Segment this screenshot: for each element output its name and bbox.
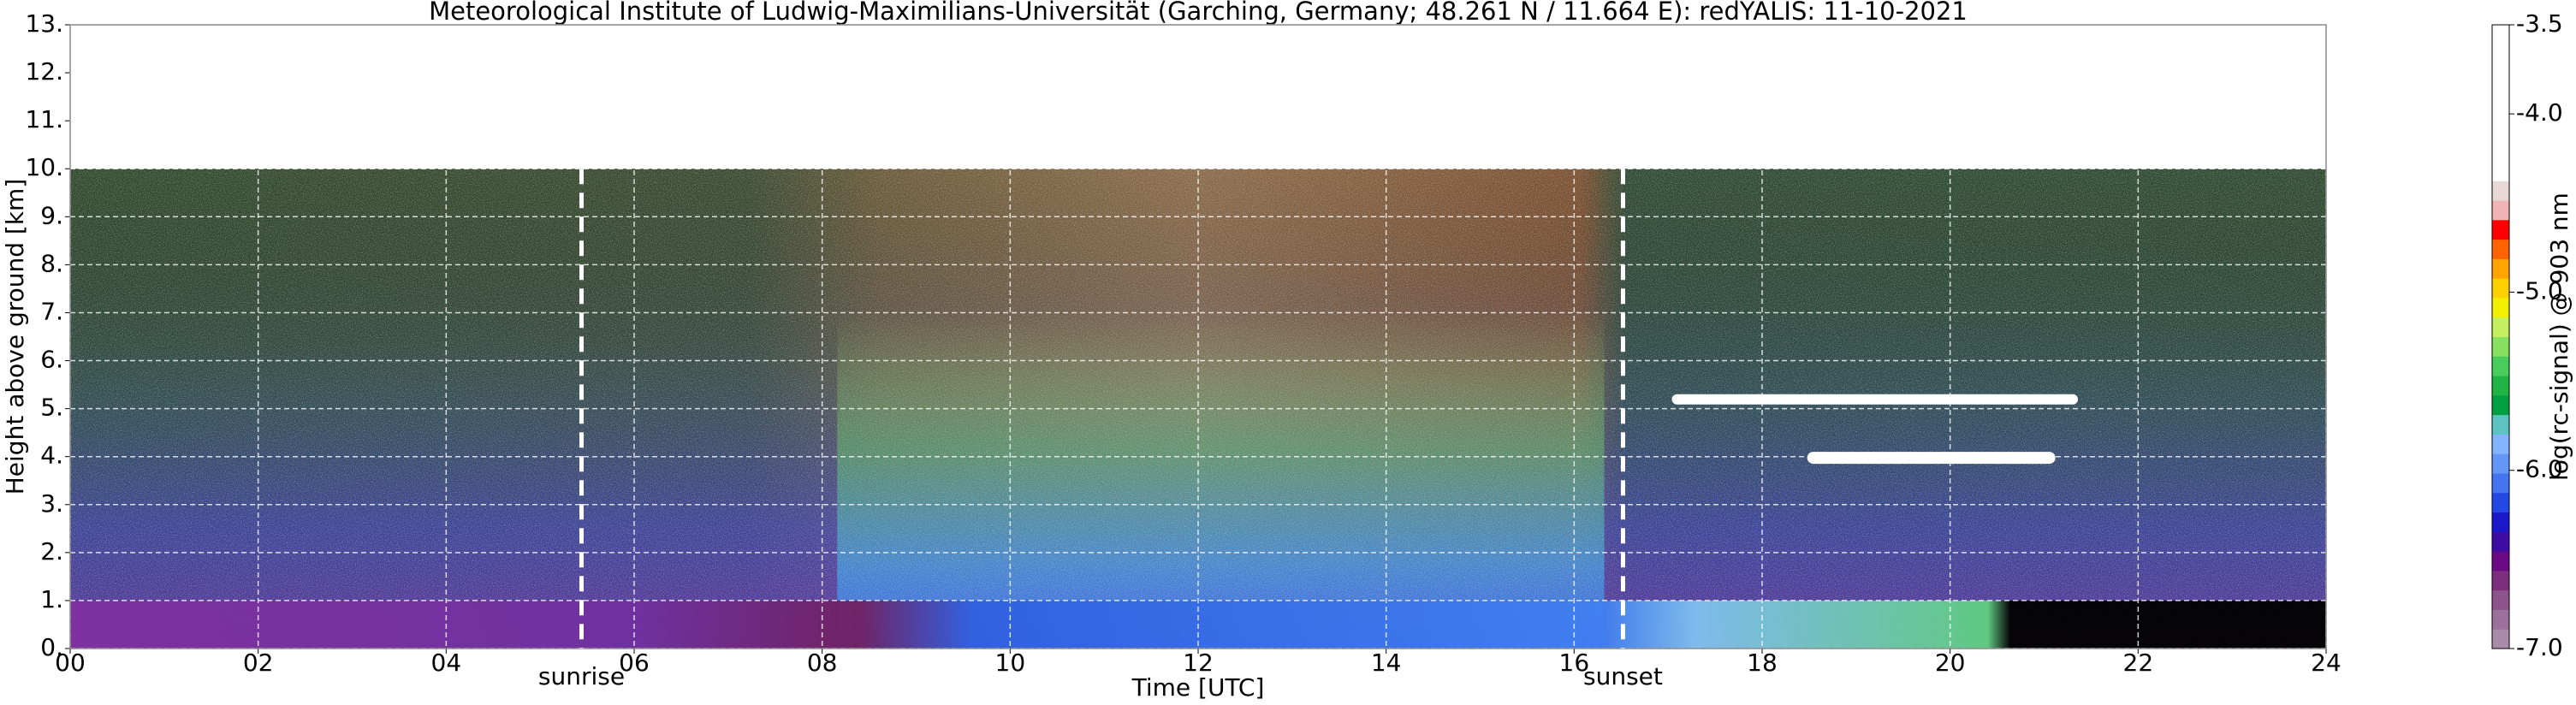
x-tick-label: 08: [807, 649, 838, 677]
colorbar-segment: [2492, 161, 2509, 181]
y-tick-label: 13.: [25, 9, 63, 38]
y-axis-label: Height above ground [km]: [1, 179, 29, 495]
x-tick-label: 02: [243, 649, 274, 677]
colorbar-segment: [2492, 609, 2509, 630]
colorbar-segment: [2492, 83, 2509, 104]
y-tick-label: 8.: [40, 249, 63, 277]
colorbar-segment: [2492, 376, 2509, 396]
colorbar-segment: [2492, 297, 2509, 318]
colorbar-segment: [2492, 239, 2509, 259]
x-tick-label: 16: [1559, 649, 1590, 677]
y-tick-label: 3.: [40, 489, 63, 518]
colorbar-segment: [2492, 453, 2509, 474]
y-tick-label: 9.: [40, 201, 63, 229]
y-tick-label: 10.: [25, 153, 63, 181]
colorbar-segment: [2492, 336, 2509, 357]
colorbar-segment: [2492, 200, 2509, 221]
colorbar-segment: [2492, 356, 2509, 376]
colorbar-segment: [2492, 570, 2509, 591]
colorbar-segment: [2492, 258, 2509, 279]
colorbar-segment: [2492, 121, 2509, 143]
colorbar-segment: [2492, 44, 2509, 65]
colorbar-segment: [2492, 512, 2509, 532]
colorbar-segment: [2492, 103, 2509, 123]
colorbar-tick-label: -6.0: [2516, 455, 2563, 483]
y-tick-label: 5.: [40, 394, 63, 422]
colorbar-frame: [2491, 24, 2510, 649]
y-tick-label: 6.: [40, 346, 63, 374]
x-tick-label: 12: [1183, 649, 1214, 677]
colorbar-segment: [2492, 278, 2509, 299]
y-tick-label: 0.: [40, 633, 63, 661]
y-tick-label: 1.: [40, 585, 63, 613]
colorbar-segment: [2492, 25, 2509, 45]
colorbar-segment: [2492, 434, 2509, 454]
y-tick-label: 2.: [40, 537, 63, 566]
x-tick-label: 06: [619, 649, 650, 677]
colorbar-segment: [2492, 219, 2509, 240]
colorbar-tick-label: -4.0: [2516, 98, 2563, 127]
colorbar-tick-label: -3.5: [2516, 9, 2563, 38]
colorbar-segment: [2492, 141, 2509, 162]
colorbar-segment: [2492, 414, 2509, 435]
colorbar-label: log(rc-signal) @ 903 nm: [2545, 193, 2573, 481]
x-tick-label: 24: [2311, 649, 2342, 677]
colorbar-segment: [2492, 63, 2509, 84]
cloud-layer: [1807, 452, 2056, 465]
x-tick-label: 00: [55, 649, 86, 677]
colorbar-segment: [2492, 181, 2509, 201]
chart-title: Meteorological Institute of Ludwig-Maxim…: [429, 0, 1968, 26]
colorbar-segment: [2492, 531, 2509, 552]
annotation-label: sunrise: [538, 662, 625, 690]
annotation-label: sunset: [1583, 662, 1663, 690]
y-tick-label: 7.: [40, 297, 63, 325]
x-axis-label: Time [UTC]: [1131, 673, 1265, 702]
x-tick-label: 20: [1935, 649, 1966, 677]
colorbar-segment: [2492, 551, 2509, 572]
x-tick-label: 04: [431, 649, 462, 677]
colorbar-segment: [2492, 472, 2509, 494]
cloud-layer: [1671, 394, 2079, 405]
x-tick-label: 14: [1371, 649, 1402, 677]
plot-frame: [69, 24, 2327, 649]
colorbar-tick-label: -5.0: [2516, 276, 2563, 305]
y-tick-label: 12.: [25, 57, 63, 86]
x-tick-label: 18: [1747, 649, 1778, 677]
colorbar-tick-label: -7.0: [2516, 633, 2563, 661]
colorbar-segment: [2492, 629, 2509, 649]
colorbar-segment: [2492, 317, 2509, 337]
y-tick-label: 4.: [40, 441, 63, 470]
colorbar-segment: [2492, 492, 2509, 513]
x-tick-label: 10: [995, 649, 1026, 677]
colorbar-segment: [2492, 394, 2509, 416]
colorbar-segment: [2492, 589, 2509, 610]
y-tick-label: 11.: [25, 105, 63, 133]
x-tick-label: 22: [2123, 649, 2154, 677]
